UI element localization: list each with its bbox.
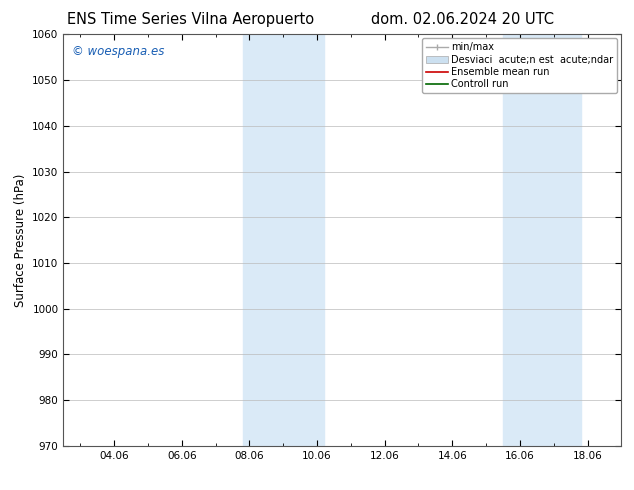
Text: © woespana.es: © woespana.es	[72, 45, 164, 58]
Y-axis label: Surface Pressure (hPa): Surface Pressure (hPa)	[14, 173, 27, 307]
Text: ENS Time Series Vilna Aeropuerto: ENS Time Series Vilna Aeropuerto	[67, 12, 314, 27]
Bar	[243, 34, 324, 446]
Bar	[503, 34, 581, 446]
Text: dom. 02.06.2024 20 UTC: dom. 02.06.2024 20 UTC	[372, 12, 554, 27]
Legend: min/max, Desviaci  acute;n est  acute;ndar, Ensemble mean run, Controll run: min/max, Desviaci acute;n est acute;ndar…	[422, 38, 618, 93]
